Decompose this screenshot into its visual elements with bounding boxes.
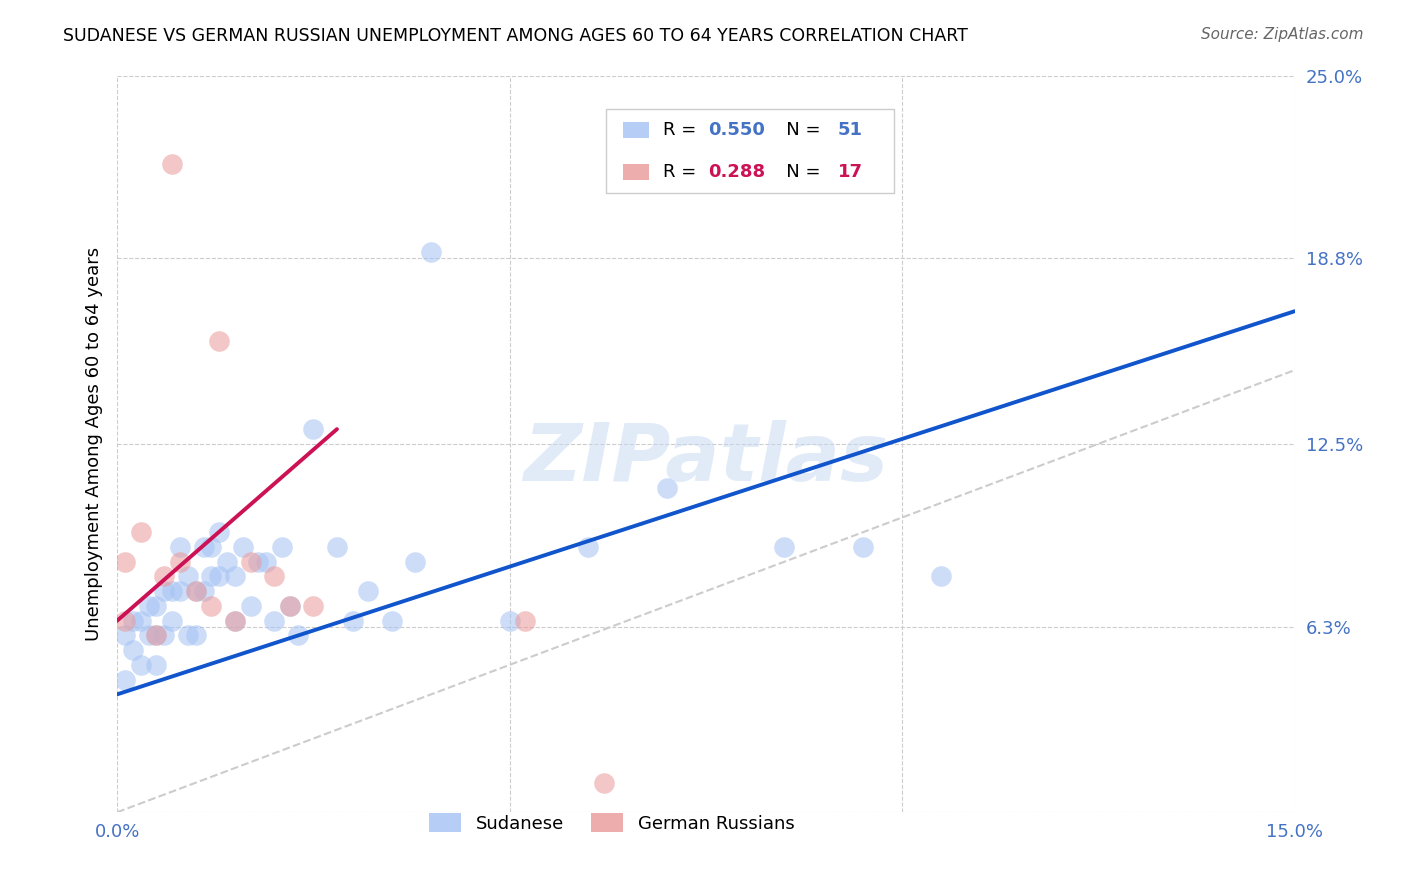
Point [263, 569, 285, 583]
Text: 0.550: 0.550 [709, 120, 765, 139]
Text: 0.288: 0.288 [709, 163, 765, 181]
Point [420, 245, 443, 260]
FancyBboxPatch shape [606, 109, 894, 194]
Point [931, 569, 953, 583]
Point [271, 540, 294, 554]
Y-axis label: Unemployment Among Ages 60 to 64 years: Unemployment Among Ages 60 to 64 years [86, 247, 103, 641]
Point [515, 614, 537, 628]
Point [145, 628, 167, 642]
Point [576, 540, 599, 554]
Point [200, 540, 222, 554]
Point [129, 614, 152, 628]
Point [129, 657, 152, 672]
Point [129, 525, 152, 540]
Point [184, 584, 207, 599]
Point [498, 614, 520, 628]
Point [254, 555, 277, 569]
Point [263, 614, 285, 628]
Text: R =: R = [664, 120, 703, 139]
Point [773, 540, 796, 554]
Point [122, 614, 145, 628]
Point [169, 584, 191, 599]
Point [655, 481, 678, 495]
Point [145, 599, 167, 613]
Point [342, 614, 364, 628]
Point [208, 569, 231, 583]
Point [138, 599, 160, 613]
Point [153, 628, 176, 642]
Point [224, 569, 246, 583]
Text: N =: N = [769, 120, 827, 139]
Point [302, 599, 325, 613]
Point [160, 157, 183, 171]
Bar [623, 121, 650, 138]
Point [114, 673, 136, 687]
Text: 51: 51 [838, 120, 863, 139]
Point [169, 555, 191, 569]
Bar [623, 164, 650, 180]
Point [200, 569, 222, 583]
Point [278, 599, 301, 613]
Point [224, 614, 246, 628]
Point [247, 555, 270, 569]
Point [302, 422, 325, 436]
Point [217, 555, 239, 569]
Point [114, 628, 136, 642]
Point [208, 525, 231, 540]
Text: Source: ZipAtlas.com: Source: ZipAtlas.com [1201, 27, 1364, 42]
Point [114, 555, 136, 569]
Text: 17: 17 [838, 163, 863, 181]
Point [208, 334, 231, 348]
Text: R =: R = [664, 163, 703, 181]
Point [193, 540, 215, 554]
Point [153, 584, 176, 599]
Point [145, 657, 167, 672]
Point [404, 555, 426, 569]
Point [278, 599, 301, 613]
Point [153, 569, 176, 583]
Point [145, 628, 167, 642]
Point [177, 628, 200, 642]
Point [177, 569, 200, 583]
Point [357, 584, 380, 599]
Point [224, 614, 246, 628]
Point [326, 540, 349, 554]
Point [114, 614, 136, 628]
Point [160, 584, 183, 599]
Point [381, 614, 404, 628]
Point [592, 776, 614, 790]
Point [122, 643, 145, 657]
Point [169, 540, 191, 554]
Text: N =: N = [769, 163, 827, 181]
Text: SUDANESE VS GERMAN RUSSIAN UNEMPLOYMENT AMONG AGES 60 TO 64 YEARS CORRELATION CH: SUDANESE VS GERMAN RUSSIAN UNEMPLOYMENT … [63, 27, 969, 45]
Point [138, 628, 160, 642]
Point [239, 555, 262, 569]
Point [232, 540, 254, 554]
Point [160, 614, 183, 628]
Point [287, 628, 309, 642]
Point [184, 584, 207, 599]
Point [184, 628, 207, 642]
Point [200, 599, 222, 613]
Text: ZIPatlas: ZIPatlas [523, 419, 889, 498]
Legend: Sudanese, German Russians: Sudanese, German Russians [422, 806, 801, 840]
Point [193, 584, 215, 599]
Point [239, 599, 262, 613]
Point [852, 540, 875, 554]
